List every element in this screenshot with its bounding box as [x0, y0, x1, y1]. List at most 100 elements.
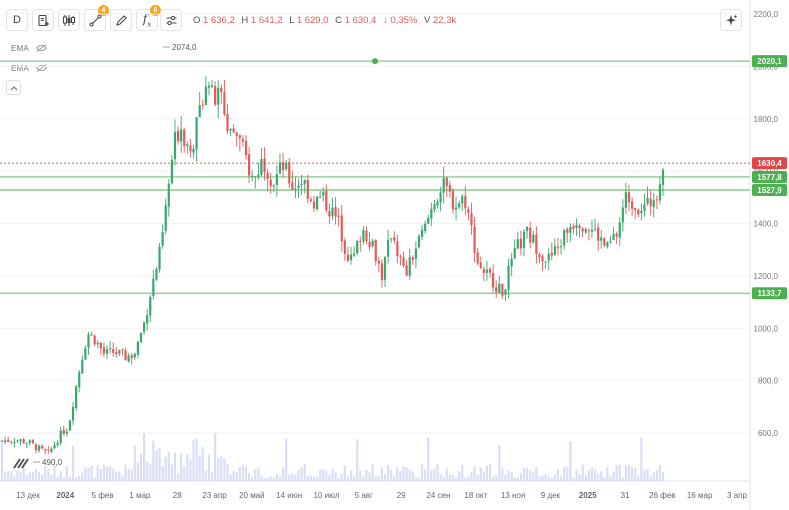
candle-body — [575, 224, 578, 228]
candle-body — [294, 188, 297, 190]
volume-bar — [547, 476, 550, 481]
volume-bar — [532, 472, 535, 481]
x-tick-label: 5 авг — [355, 491, 373, 500]
candle-body — [538, 254, 541, 258]
candle-body — [105, 349, 109, 354]
candle-body — [359, 241, 362, 243]
volume-bar — [353, 476, 356, 481]
candle-body — [155, 268, 158, 280]
candle-body — [232, 128, 235, 133]
volume-bar — [655, 469, 658, 481]
candle-body — [220, 87, 223, 93]
candle-body — [390, 238, 393, 240]
candle-body — [192, 148, 195, 153]
candle-body — [0, 440, 4, 442]
volume-bar — [365, 469, 368, 481]
volume-bar — [600, 471, 603, 481]
candle-body — [615, 233, 618, 237]
y-tick-label: 1800,0 — [754, 115, 779, 124]
volume-bar — [587, 470, 590, 481]
candle-body — [448, 185, 451, 192]
volume-bar — [371, 464, 374, 481]
indicator-ema-1[interactable]: EMA — [11, 44, 29, 53]
volume-bar — [65, 465, 68, 481]
candle-body — [180, 129, 183, 142]
volume-bar — [482, 471, 485, 481]
volume-bar — [396, 467, 399, 481]
volume-bar — [584, 475, 587, 481]
candle-body — [223, 92, 226, 115]
candle-body — [393, 237, 396, 241]
candle-body — [402, 257, 405, 266]
candlestick-icon — [63, 14, 75, 26]
volume-bar — [658, 465, 662, 481]
candle-body — [78, 372, 81, 388]
volume-bar — [430, 470, 433, 481]
indicator-ema-2[interactable]: EMA — [11, 64, 29, 73]
candle-body — [164, 205, 167, 231]
candle-body — [569, 227, 572, 233]
x-tick-label: 18 окт — [464, 491, 487, 500]
volume-bar — [10, 471, 13, 481]
volume-bar — [297, 470, 300, 481]
collapse-indicators-button[interactable] — [6, 80, 21, 95]
candle-body — [374, 239, 377, 262]
candle-body — [535, 234, 538, 255]
volume-bar — [260, 476, 263, 481]
volume-bar — [624, 465, 628, 481]
volume-bar — [149, 464, 152, 481]
volume-bar — [155, 450, 158, 481]
candle-body — [507, 265, 510, 290]
volume-bar — [473, 466, 476, 481]
volume-bar — [3, 472, 7, 481]
candle-body — [420, 229, 424, 237]
volume-bar — [442, 476, 445, 481]
volume-bar — [405, 467, 408, 481]
volume-bar — [312, 476, 316, 481]
volume-bar — [612, 471, 615, 481]
candle-body — [47, 449, 50, 451]
volume-bar — [559, 476, 563, 481]
volume-bar — [214, 432, 217, 481]
volume-bar — [529, 470, 532, 481]
candle-body — [464, 195, 467, 209]
volume-bar — [294, 475, 297, 481]
volume-bar — [195, 438, 198, 481]
level-label: 1527,9 — [757, 186, 782, 195]
volume-bar — [340, 474, 343, 481]
candle-body — [170, 160, 173, 184]
volume-bar — [118, 471, 121, 481]
candle-body — [149, 297, 152, 316]
volume-bar — [201, 446, 204, 481]
candle-body — [68, 420, 72, 431]
candle-body — [349, 254, 353, 261]
candle-body — [458, 203, 461, 208]
candle-body — [241, 139, 245, 142]
candle-body — [356, 240, 359, 254]
candle-body — [217, 87, 220, 105]
volume-bar — [479, 467, 482, 481]
volume-bar — [581, 464, 584, 481]
volume-bar — [519, 473, 523, 481]
volume-bar — [538, 476, 541, 481]
high-annotation: 2074,0 — [172, 43, 197, 52]
volume-bar — [68, 476, 72, 481]
candle-body — [525, 227, 529, 231]
candle-body — [16, 440, 19, 442]
candle-body — [386, 239, 390, 257]
volume-bar — [328, 475, 331, 481]
document-add-icon — [37, 14, 49, 26]
candle-body — [31, 439, 34, 444]
low-annotation: 490,0 — [42, 458, 63, 467]
level-label: 2020,1 — [757, 57, 782, 66]
candle-body — [492, 272, 495, 288]
candle-body — [25, 442, 28, 444]
candle-body — [427, 217, 430, 224]
hidden-eye-icon[interactable] — [36, 44, 47, 52]
candle-body — [383, 257, 387, 280]
volume-bar — [232, 471, 235, 481]
volume-bar — [501, 468, 504, 481]
candle-body — [309, 199, 312, 202]
candle-body — [467, 209, 470, 213]
